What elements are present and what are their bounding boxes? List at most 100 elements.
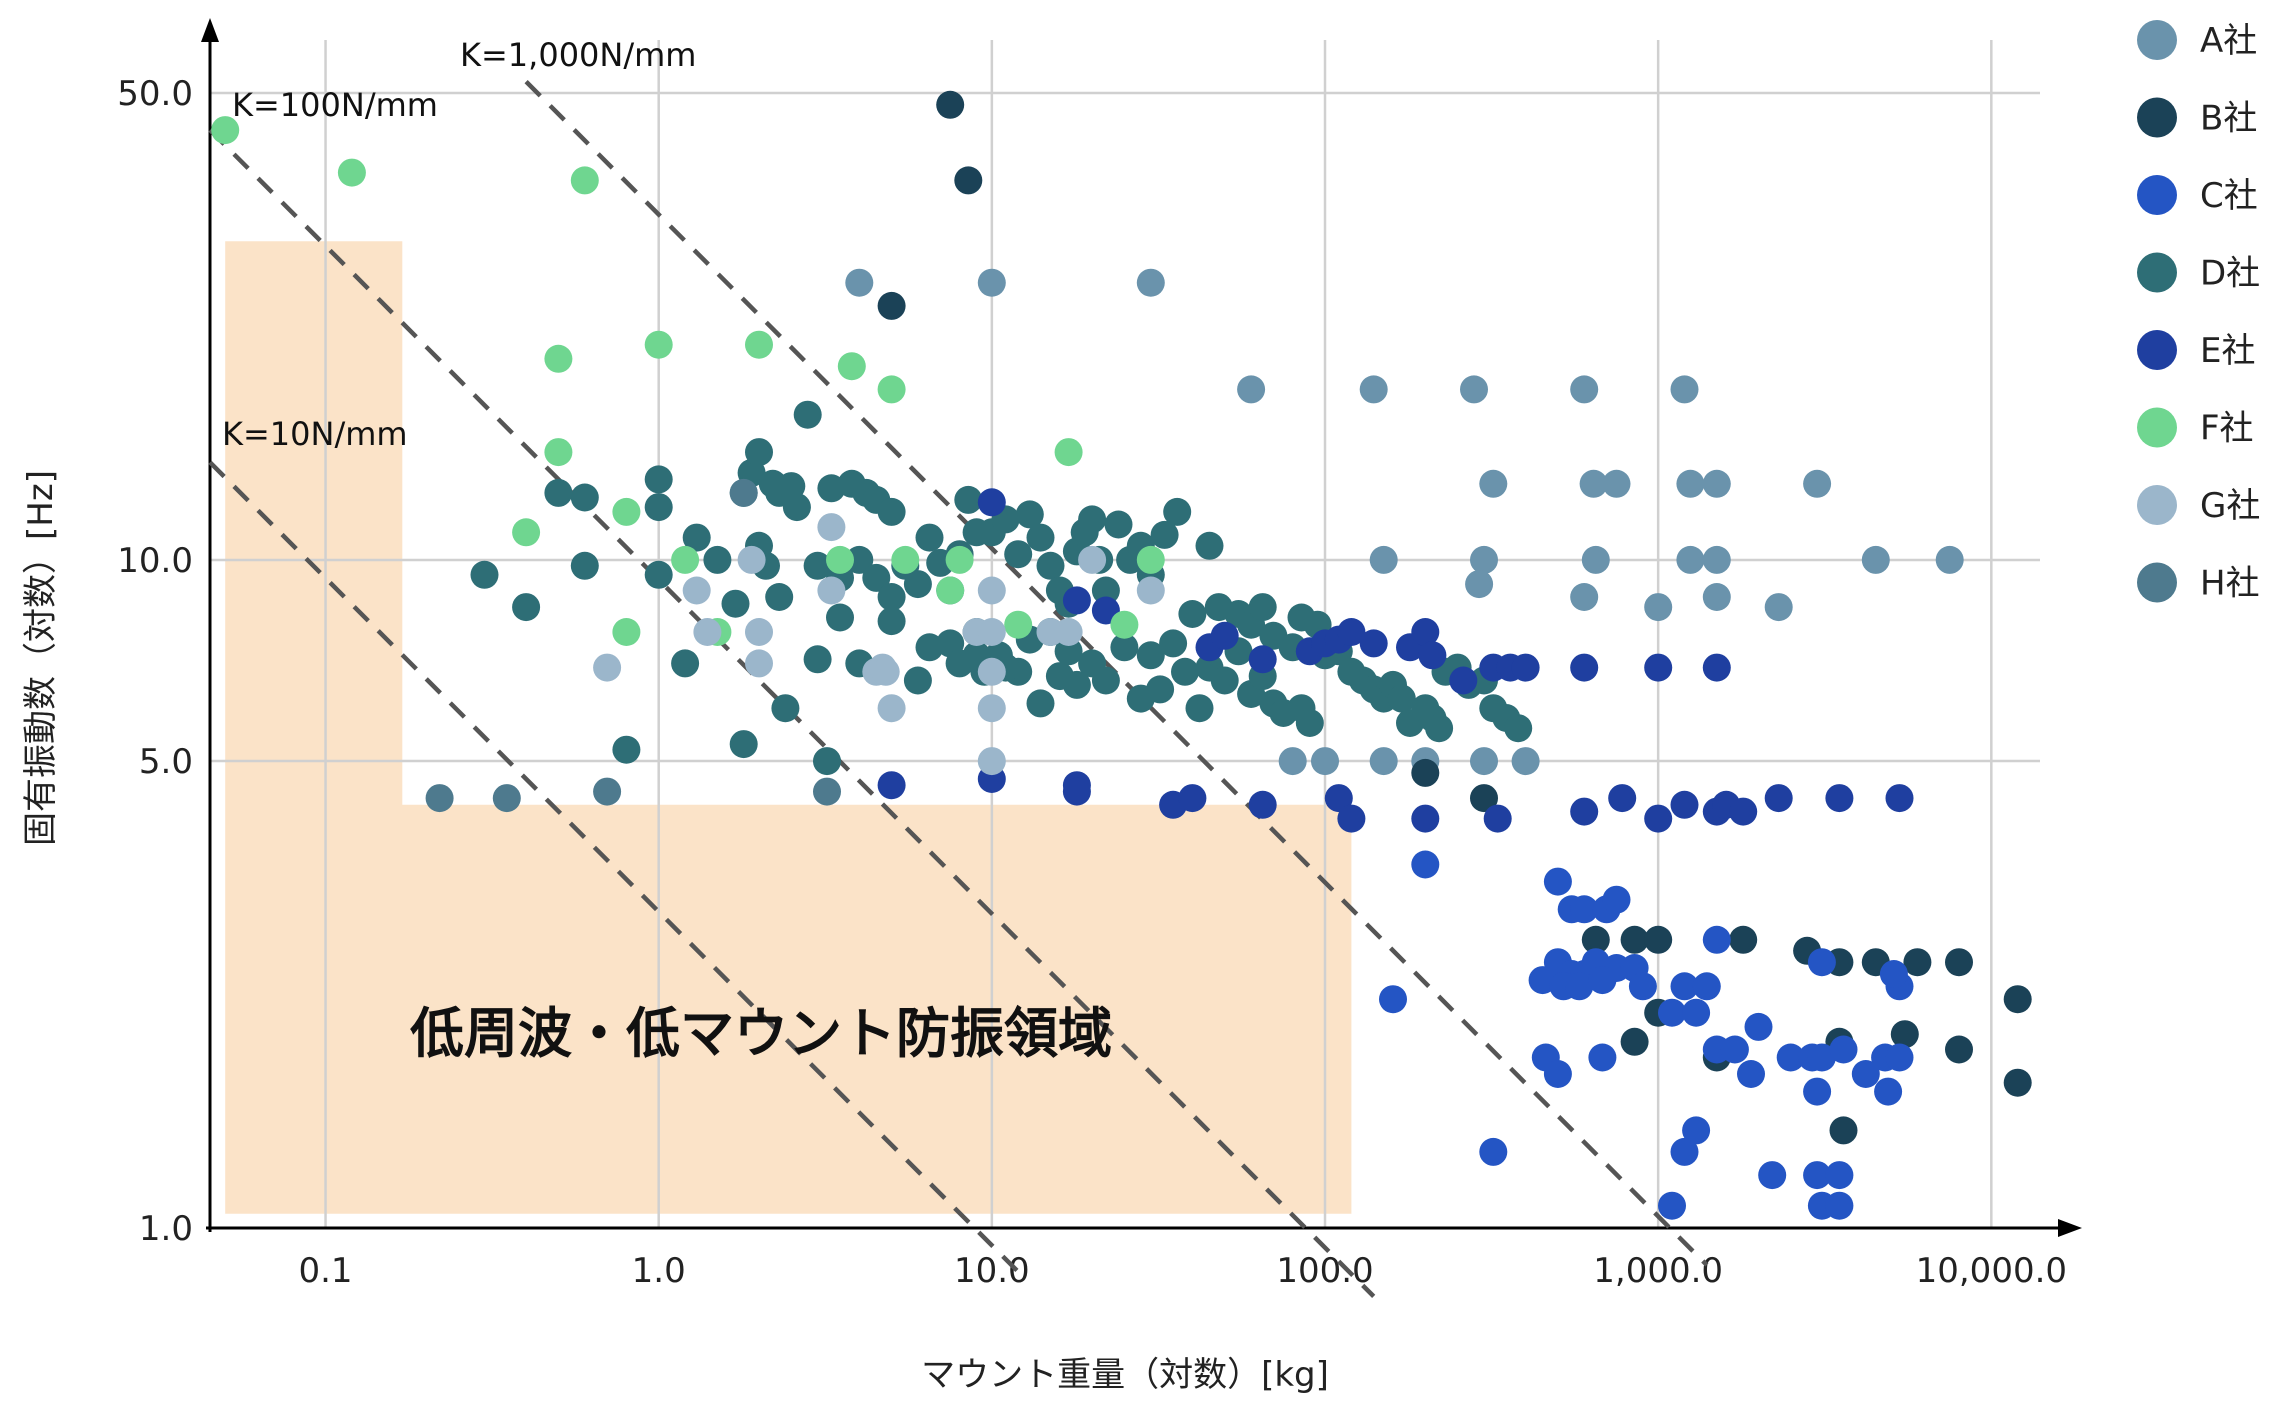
data-point bbox=[512, 518, 541, 547]
data-point bbox=[1890, 1020, 1919, 1049]
data-point bbox=[1136, 268, 1165, 297]
data-point bbox=[813, 777, 841, 806]
data-point bbox=[1178, 784, 1207, 813]
x-tick-label: 100.0 bbox=[1276, 1251, 1373, 1291]
data-point bbox=[1729, 925, 1758, 954]
data-point bbox=[1026, 689, 1055, 718]
data-point bbox=[1720, 1035, 1749, 1064]
data-point bbox=[1237, 375, 1266, 404]
data-point bbox=[1565, 972, 1594, 1001]
data-point bbox=[1764, 784, 1793, 813]
data-point bbox=[1470, 784, 1498, 813]
data-point bbox=[671, 545, 700, 574]
data-point bbox=[1807, 1043, 1836, 1072]
data-point bbox=[1682, 998, 1711, 1027]
data-point bbox=[1851, 1060, 1880, 1088]
chart-labels: K=10N/mm K=100N/mm K=1,000N/mm 低周波・低マウント防振領… bbox=[222, 36, 1112, 1065]
x-axis-title: マウント重量（対数）[kg] bbox=[921, 1355, 1329, 1395]
data-point bbox=[1337, 804, 1366, 833]
data-point bbox=[1776, 1043, 1805, 1072]
stiffness-line-label: K=1,000N/mm bbox=[460, 36, 696, 74]
data-point bbox=[1110, 633, 1139, 662]
data-point bbox=[1425, 714, 1454, 743]
data-point bbox=[682, 576, 711, 605]
data-point bbox=[915, 633, 944, 662]
data-point bbox=[470, 560, 499, 589]
data-point bbox=[1588, 966, 1617, 995]
data-point bbox=[977, 576, 1006, 605]
data-point bbox=[1581, 925, 1610, 954]
data-point bbox=[1479, 1137, 1508, 1166]
legend-label: C社 bbox=[2200, 176, 2258, 216]
legend-marker bbox=[2137, 252, 2177, 293]
data-point bbox=[1062, 586, 1091, 615]
data-point bbox=[729, 730, 758, 759]
data-point bbox=[845, 545, 874, 574]
data-point bbox=[1411, 618, 1440, 646]
data-point bbox=[1411, 804, 1440, 833]
data-point bbox=[1146, 675, 1175, 704]
data-point bbox=[1004, 540, 1033, 569]
data-point bbox=[1608, 784, 1637, 813]
data-point bbox=[1078, 505, 1107, 534]
legend-label: A社 bbox=[2200, 21, 2257, 61]
data-point bbox=[337, 158, 366, 187]
data-point bbox=[1803, 469, 1832, 498]
data-point bbox=[1702, 925, 1731, 954]
data-point bbox=[1543, 867, 1572, 896]
data-point bbox=[1803, 1077, 1832, 1106]
data-point bbox=[1379, 985, 1407, 1014]
data-point bbox=[1062, 777, 1091, 806]
data-point bbox=[1670, 790, 1699, 819]
data-point bbox=[492, 784, 521, 813]
legend-marker bbox=[2137, 97, 2177, 138]
data-point bbox=[1602, 469, 1631, 498]
data-point bbox=[570, 483, 599, 512]
x-tick-label: 1,000.0 bbox=[1593, 1251, 1723, 1291]
data-point bbox=[1644, 925, 1673, 954]
data-point bbox=[803, 551, 832, 580]
data-point bbox=[1369, 545, 1398, 574]
data-point bbox=[745, 618, 773, 646]
data-point bbox=[1945, 1035, 1973, 1064]
data-point bbox=[1620, 925, 1649, 954]
data-point bbox=[745, 330, 773, 359]
legend-label: D社 bbox=[2200, 254, 2260, 294]
data-point bbox=[1803, 1161, 1832, 1190]
legend-marker bbox=[2137, 407, 2177, 448]
data-point bbox=[1670, 1137, 1699, 1166]
data-point bbox=[644, 493, 673, 522]
data-point bbox=[1045, 662, 1074, 691]
data-point bbox=[1026, 523, 1055, 552]
data-point bbox=[771, 694, 800, 723]
data-point bbox=[903, 570, 932, 599]
data-point bbox=[1945, 948, 1973, 977]
data-point bbox=[1359, 375, 1388, 404]
y-tick-label: 50.0 bbox=[117, 74, 193, 114]
data-point bbox=[1702, 583, 1731, 611]
axes-layer: 0.1 1.0 10.0 100.0 1,000.0 10,000.0 1.0 5.0 10.0… bbox=[21, 18, 2082, 1395]
data-point bbox=[1337, 618, 1366, 646]
region-label: 低周波・低マウント防振領域 bbox=[410, 1002, 1112, 1065]
data-point bbox=[570, 551, 599, 580]
data-point bbox=[1644, 804, 1673, 833]
data-point bbox=[877, 375, 906, 404]
data-point bbox=[862, 563, 891, 592]
data-point bbox=[1136, 576, 1165, 605]
data-point bbox=[1570, 797, 1599, 826]
data-point bbox=[877, 583, 906, 611]
data-point bbox=[1702, 469, 1731, 498]
data-point bbox=[729, 478, 758, 507]
data-point bbox=[1825, 1161, 1854, 1190]
data-point bbox=[512, 593, 541, 622]
x-tick-label: 10.0 bbox=[954, 1251, 1030, 1291]
data-point bbox=[1150, 520, 1179, 549]
x-axis-arrow bbox=[2058, 1219, 2082, 1237]
data-point bbox=[782, 493, 811, 522]
data-point bbox=[765, 583, 794, 611]
y-axis-title: 固有振動数（対数）[Hz] bbox=[21, 470, 61, 846]
data-point bbox=[977, 268, 1006, 297]
data-point bbox=[593, 777, 622, 806]
data-point bbox=[671, 649, 700, 678]
data-point bbox=[1570, 583, 1599, 611]
